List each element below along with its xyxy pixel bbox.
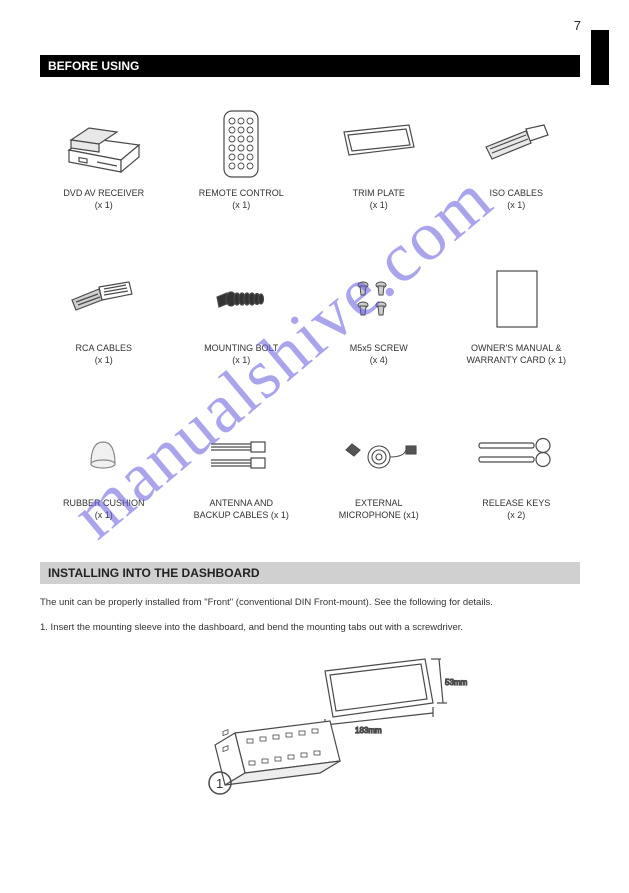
receiver-icon [59,107,149,182]
cushion-icon [59,417,149,492]
caption-line1: DVD AV RECEIVER [63,188,144,198]
rca-icon [59,262,149,337]
caption-line2: (x 1) [507,200,525,210]
item-remote: REMOTE CONTROL (x 1) [178,107,306,212]
caption-line1: M5x5 SCREW [350,343,408,353]
caption-line1: MOUNTING BOLT [204,343,278,353]
item-trimplate: TRIM PLATE (x 1) [315,107,443,212]
caption-line2: (x 1) [95,510,113,520]
caption-line2: (x 1) [95,200,113,210]
bolt-icon [196,262,286,337]
caption-line2: (x 1) [370,200,388,210]
caption-line1: ISO CABLES [489,188,543,198]
caption-line2: (x 2) [507,510,525,520]
caption-line2: (x 1) [232,200,250,210]
caption-line1: EXTERNAL [355,498,403,508]
antbackup-icon [196,417,286,492]
section-bar: INSTALLING INTO THE DASHBOARD [40,562,580,584]
trimplate-icon [334,107,424,182]
items-grid: DVD AV RECEIVER (x 1) REMOTE CONTROL [40,107,580,522]
svg-text:1: 1 [216,776,223,791]
caption-line1: ANTENNA AND [209,498,273,508]
svg-text:53mm: 53mm [445,678,468,687]
item-screws: M5x5 SCREW (x 4) [315,262,443,367]
caption-line2: (x 1) [95,355,113,365]
keys-icon [471,417,561,492]
caption-line2: (x 1) [232,355,250,365]
item-antbackup: ANTENNA AND BACKUP CABLES (x 1) [178,417,306,522]
item-keys: RELEASE KEYS (x 2) [453,417,581,522]
caption-line1: OWNER'S MANUAL & [471,343,561,353]
screws-icon [334,262,424,337]
item-cushion: RUBBER CUSHION (x 1) [40,417,168,522]
header-bar: BEFORE USING [40,55,580,77]
manual-icon [471,262,561,337]
side-tab [591,30,609,85]
caption-line2: WARRANTY CARD (x 1) [466,355,566,365]
caption-line1: RUBBER CUSHION [63,498,145,508]
caption-line2: BACKUP CABLES (x 1) [194,510,289,520]
install-step: 1. Insert the mounting sleeve into the d… [40,621,580,634]
item-rca: RCA CABLES (x 1) [40,262,168,367]
caption-line1: REMOTE CONTROL [199,188,284,198]
page-number: 7 [574,18,581,33]
install-figure: 53mm 183mm [40,653,589,803]
install-intro: The unit can be properly installed from … [40,596,580,609]
caption-line1: RCA CABLES [75,343,132,353]
iso-icon [471,107,561,182]
mic-icon [334,417,424,492]
item-mic: EXTERNAL MICROPHONE (x1) [315,417,443,522]
caption-line2: MICROPHONE (x1) [339,510,419,520]
item-manual: OWNER'S MANUAL & WARRANTY CARD (x 1) [453,262,581,367]
remote-icon [196,107,286,182]
item-bolt: MOUNTING BOLT (x 1) [178,262,306,367]
item-receiver: DVD AV RECEIVER (x 1) [40,107,168,212]
caption-line1: TRIM PLATE [353,188,405,198]
item-iso: ISO CABLES (x 1) [453,107,581,212]
caption-line1: RELEASE KEYS [482,498,550,508]
caption-line2: (x 4) [370,355,388,365]
svg-text:183mm: 183mm [355,726,382,735]
